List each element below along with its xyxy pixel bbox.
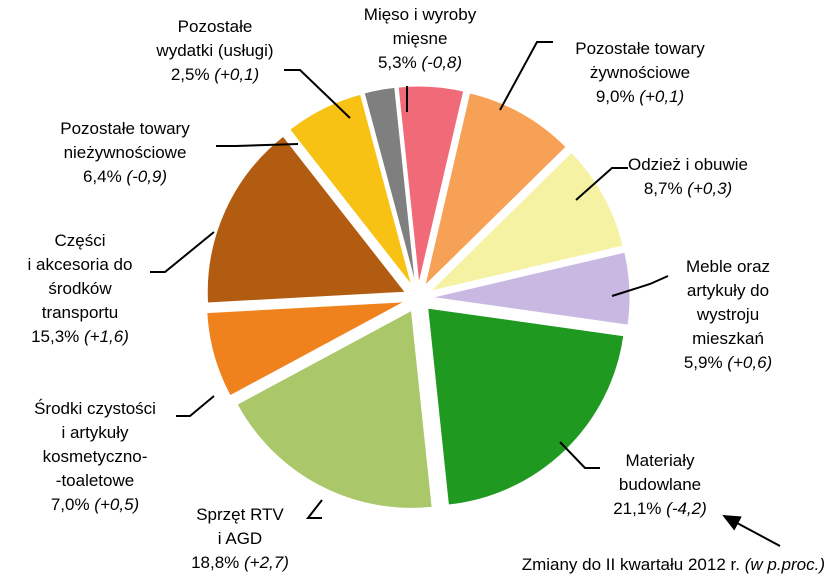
value-label: 18,8% <box>191 553 239 572</box>
label-line: Pozostałe towary <box>60 119 190 138</box>
change-label: (+0,6) <box>727 353 772 372</box>
label-line: i AGD <box>218 529 262 548</box>
label-line: mięsne <box>393 29 448 48</box>
change-label: (+0,3) <box>687 179 732 198</box>
pie-slice <box>428 151 624 293</box>
pie-slice <box>363 86 416 285</box>
pie-slice <box>397 85 465 285</box>
label-line: Sprzęt RTV <box>196 505 284 524</box>
slice-label: Odzież i obuwie 8,7% (+0,3) <box>628 155 748 198</box>
label-line: wydatki (usługi) <box>155 41 273 60</box>
change-label: (-0,8) <box>421 53 462 72</box>
label-line: i akcesoria do <box>28 255 133 274</box>
value-label: 8,7% <box>644 179 683 198</box>
leader-line <box>305 499 323 519</box>
leader-line <box>575 167 628 201</box>
value-label: 9,0% <box>596 87 635 106</box>
change-label: (+0,1) <box>214 65 259 84</box>
label-line: nieżywnościowe <box>64 143 187 162</box>
value-label: 2,5% <box>171 65 210 84</box>
footnote: Zmiany do II kwartału 2012 r. (w p.proc.… <box>522 555 825 574</box>
slice-label: Pozostałe wydatki (usługi) 2,5% (+0,1) <box>155 17 273 84</box>
pie-slice <box>206 135 407 304</box>
pie-slice <box>206 301 405 397</box>
label-line: Środki czystości <box>34 399 156 418</box>
note-arrow <box>722 515 781 547</box>
label-line: Pozostałe <box>178 17 253 36</box>
pie-slice <box>289 93 413 286</box>
label-line: mieszkań <box>692 329 764 348</box>
label-line: Materiały <box>626 451 695 470</box>
note: Zmiany do II kwartału 2012 r. <box>522 555 740 574</box>
value-label: 7,0% <box>51 495 90 514</box>
change-label: (+0,1) <box>639 87 684 106</box>
slice-label: Materiały budowlane 21,1% (-4,2) <box>613 451 707 518</box>
change-label: (-0,9) <box>126 167 167 186</box>
value-label: 21,1% <box>613 499 661 518</box>
leader-line <box>176 395 215 417</box>
slice-label: Mięso i wyroby mięsne 5,3% (-0,8) <box>364 5 477 72</box>
label-line: wystroju <box>696 305 759 324</box>
slice-label: Środki czystości i artykuły kosmetyczno- -t… <box>34 399 156 514</box>
label-line: Pozostałe towary <box>575 39 705 58</box>
value-label: 6,4% <box>83 167 122 186</box>
label-line: transportu <box>42 303 119 322</box>
change-label: (+2,7) <box>244 553 289 572</box>
slice-label: Meble oraz artykuły do wystroju mieszkań 5,9… <box>684 257 772 372</box>
slice-label: Części i akcesoria do środków transportu 15,… <box>28 231 133 346</box>
slice-label: Sprzęt RTV i AGD 18,8% (+2,7) <box>191 505 289 572</box>
label-line: artykuły do <box>687 281 769 300</box>
leader-line <box>611 275 669 297</box>
value-label: 15,3% <box>31 327 79 346</box>
pie-slice <box>423 92 567 288</box>
label-line: Meble oraz <box>686 257 770 276</box>
label-line: Mięso i wyroby <box>364 5 477 24</box>
pie-slice <box>427 307 625 506</box>
slice-label: Pozostałe towary nieżywnościowe 6,4% (-0,9… <box>60 119 190 186</box>
label-line: żywnościowe <box>590 63 690 82</box>
change-label: (+0,5) <box>94 495 139 514</box>
slice-label: Pozostałe towary żywnościowe 9,0% (+0,1) <box>575 39 705 106</box>
label-line: Odzież i obuwie <box>628 155 748 174</box>
leader-line <box>559 441 600 469</box>
label-line: środków <box>48 279 112 298</box>
label-line: -toaletowe <box>56 471 134 490</box>
change-label: (-4,2) <box>666 499 707 518</box>
label-line: kosmetyczno- <box>43 447 148 466</box>
pie-slice <box>431 251 631 326</box>
leader-line <box>284 69 351 119</box>
change-label: (+1,6) <box>84 327 129 346</box>
label-line: budowlane <box>619 475 701 494</box>
label-line: i artykuły <box>61 423 129 442</box>
leader-line <box>499 41 553 111</box>
leader-line <box>216 143 299 147</box>
label-line: Części <box>54 231 105 250</box>
leader-line <box>150 231 215 273</box>
pie-slice <box>236 309 433 509</box>
value-label: 5,3% <box>378 53 417 72</box>
value-label: 5,9% <box>684 353 723 372</box>
note-unit: (w p.proc.) <box>745 555 825 574</box>
